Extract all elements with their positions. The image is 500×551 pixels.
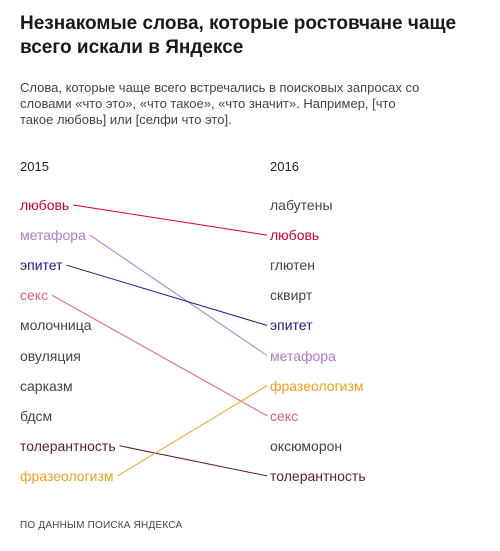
column-header-2015: 2015 <box>20 159 49 174</box>
left-word-2: метафора <box>20 227 86 244</box>
chart-title: Незнакомые слова, которые ростовчане чащ… <box>20 13 457 58</box>
left-word-1: любовь <box>20 197 70 213</box>
right-word-6: метафора <box>270 347 336 364</box>
right-word-5: эпитет <box>270 317 313 334</box>
column-header-2016: 2016 <box>270 159 299 174</box>
left-word-3: эпитет <box>20 257 63 274</box>
right-word-2: любовь <box>270 227 320 244</box>
left-word-7: сарказм <box>20 377 73 394</box>
chart-subtitle: Слова, которые чаще всего встречались в … <box>20 80 420 127</box>
left-word-10: фразеологизм <box>20 467 114 484</box>
link-line-1 <box>73 204 268 236</box>
right-word-7: фразеологизм <box>270 377 364 394</box>
left-word-4: секс <box>20 287 49 304</box>
link-line-5 <box>119 445 268 477</box>
link-line-3 <box>66 264 268 326</box>
left-word-6: овуляция <box>20 347 81 364</box>
right-word-1: лабутены <box>270 197 333 213</box>
link-line-6 <box>117 385 268 477</box>
left-word-5: молочница <box>20 317 92 334</box>
right-word-8: секс <box>270 407 299 424</box>
left-word-8: бдсм <box>20 407 53 424</box>
source-note: ПО ДАННЫМ ПОИСКА ЯНДЕКСА <box>20 520 183 531</box>
link-line-4 <box>51 294 268 417</box>
left-word-9: толерантность <box>20 437 116 454</box>
right-word-4: сквирт <box>270 287 313 304</box>
right-word-9: оксюморон <box>270 437 343 454</box>
right-word-10: толерантность <box>270 467 366 484</box>
right-word-3: глютен <box>270 257 315 274</box>
link-line-2 <box>89 234 268 356</box>
